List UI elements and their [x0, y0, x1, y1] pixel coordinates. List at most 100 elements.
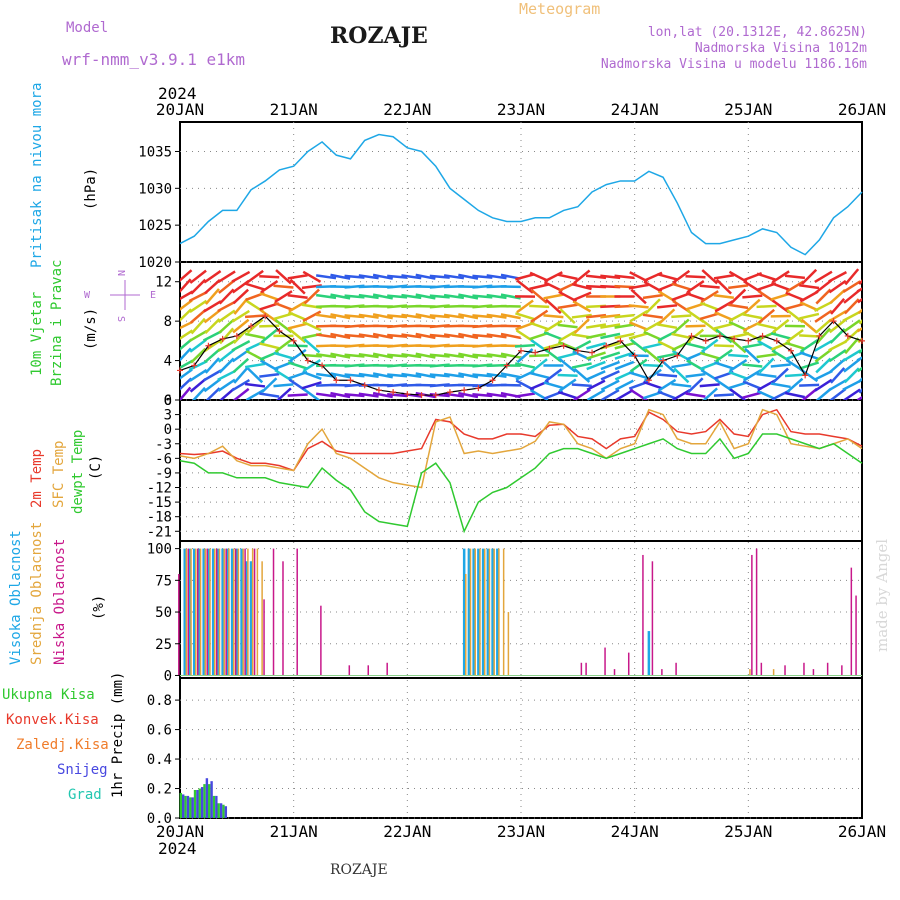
wind-arrow	[515, 321, 535, 331]
cloud-tick-label: 50	[155, 605, 172, 621]
wind-arrow	[217, 300, 237, 313]
wind-arrow	[756, 322, 777, 330]
pressure-panel	[179, 121, 863, 263]
wind-arrow	[714, 311, 734, 322]
wind-arrow	[188, 329, 208, 343]
wind-arrow	[856, 280, 862, 293]
wind-arrow	[600, 323, 621, 329]
cloud-tick-label: 25	[155, 637, 172, 653]
wind-gust-marker	[191, 362, 198, 369]
x-tick-label: 21JAN	[270, 100, 318, 119]
temp-tick-label: -3	[155, 437, 172, 453]
wind-arrow	[713, 294, 734, 299]
wind-gust-marker	[276, 328, 283, 334]
wind-arrow	[204, 318, 221, 335]
wind-arrow	[857, 358, 862, 373]
wind-arrow	[472, 373, 493, 378]
wind-arrow	[429, 294, 450, 299]
wind-arrow	[372, 273, 393, 280]
wind-arrow	[858, 307, 862, 325]
wind-arrow	[600, 313, 621, 319]
wind-arrow	[586, 360, 606, 371]
wind-arrow	[671, 349, 691, 362]
wind-arrow	[700, 338, 719, 353]
wind-arrow	[815, 288, 832, 305]
x-tick-label: 24JAN	[611, 100, 659, 119]
pressure-tick-label: 1025	[138, 218, 172, 234]
wind-arrow	[657, 373, 678, 378]
wind-arrow	[772, 318, 790, 334]
wind-arrow	[799, 301, 819, 312]
wind-arrow	[358, 344, 379, 348]
wind-arrow	[642, 363, 663, 368]
wind-arrow	[401, 344, 422, 348]
wind-arrow	[572, 291, 592, 302]
wind-arrow	[189, 377, 207, 393]
wind-arrow	[486, 353, 507, 359]
x-tick-label: 22JAN	[383, 822, 431, 841]
wind-arrow	[330, 273, 351, 280]
precip-unit: 1hr Precip (mm)	[110, 671, 126, 798]
wind-arrow	[429, 304, 450, 309]
wind-arrow	[713, 322, 734, 330]
wind-arrow	[600, 360, 621, 371]
compass-west: W	[84, 290, 91, 301]
wind-arrow	[443, 293, 465, 300]
wind-arrow	[180, 386, 192, 400]
wind-arrow	[858, 376, 862, 394]
wind-arrow	[516, 279, 534, 294]
wind-gust-marker	[333, 377, 340, 384]
wind-arrow	[219, 327, 235, 345]
wind-gust-marker	[731, 335, 738, 342]
wind-arrow	[829, 357, 846, 374]
wind-arrow	[500, 313, 521, 320]
wind-arrow	[630, 338, 648, 353]
wind-arrow	[529, 304, 550, 309]
wind-arrow	[856, 388, 862, 400]
wind-arrow	[472, 323, 493, 329]
wind-arrow	[232, 318, 250, 334]
wind-arrow	[572, 388, 591, 400]
wind-arrow	[686, 280, 705, 294]
wind-arrow	[344, 274, 365, 279]
temp-2m-line	[179, 408, 863, 472]
wind-arrow	[500, 352, 521, 359]
wind-arrow	[316, 392, 337, 398]
wind-arrow	[259, 350, 279, 361]
wind-arrow	[586, 370, 606, 381]
wind-arrow	[472, 363, 493, 368]
wind-gust-marker	[560, 342, 567, 349]
wind-arrow	[443, 392, 465, 398]
wind-arrow	[387, 314, 408, 319]
wind-arrow	[744, 298, 761, 314]
temp-panel	[179, 399, 863, 542]
wind-arrow	[771, 340, 791, 351]
wind-arrow	[671, 362, 692, 369]
wind-gust-marker	[304, 357, 311, 364]
wind-arrow	[799, 284, 820, 290]
wind-arrow	[245, 299, 265, 313]
wind-gust-marker	[759, 332, 766, 339]
wind-arrow	[643, 280, 663, 293]
compass-east: E	[150, 290, 156, 301]
wind-arrow	[543, 293, 564, 300]
wind-arrow	[785, 359, 805, 372]
wind-arrow	[316, 383, 337, 387]
wind-gust-marker	[830, 318, 837, 325]
wind-arrow	[275, 387, 292, 400]
wind-gust-marker	[859, 337, 865, 344]
wind-arrow	[316, 324, 337, 328]
wind-arrow	[233, 297, 249, 315]
wind-arrow	[758, 357, 775, 374]
wind-arrow	[287, 344, 308, 348]
wind-arrow	[387, 373, 408, 378]
wind-arrow	[372, 391, 393, 399]
wind-arrow	[204, 357, 221, 374]
wind-arrow	[244, 314, 266, 319]
wind-arrow	[756, 353, 777, 359]
legend-total-rain: Ukupna Kisa	[2, 687, 95, 703]
wind-arrow	[429, 323, 450, 329]
wind-arrow	[387, 392, 408, 398]
wind-arrow	[259, 275, 280, 279]
wind-arrow	[784, 302, 805, 311]
